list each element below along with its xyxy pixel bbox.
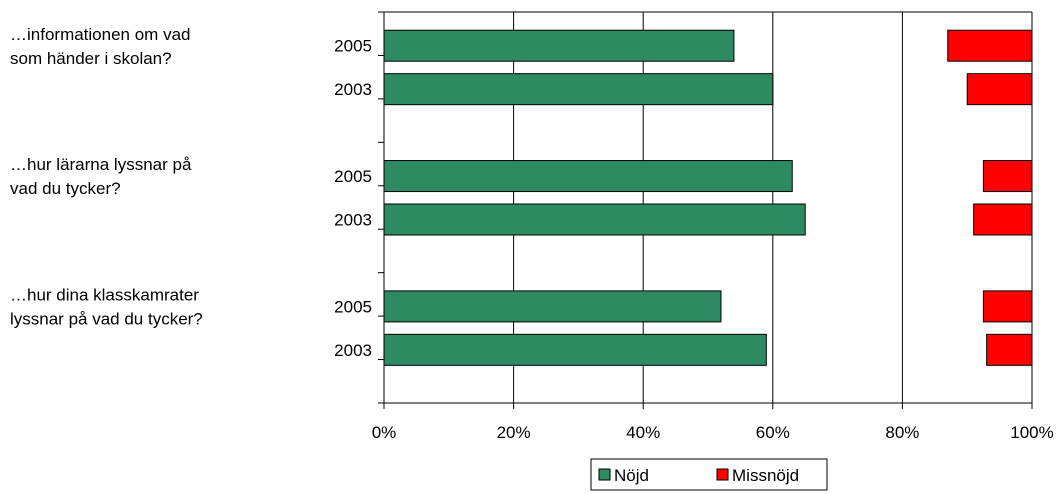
- bar-nojd: [383, 290, 722, 323]
- legend-label-nojd: Nöjd: [614, 466, 649, 485]
- year-label: 2003: [334, 211, 372, 230]
- year-label: 2005: [334, 297, 372, 316]
- category-label: …informationen om vad: [10, 25, 190, 44]
- bar-missnojd: [966, 73, 1033, 106]
- bar-missnojd: [982, 160, 1033, 193]
- category-label: lyssnar på vad du tycker?: [10, 310, 203, 329]
- legend-label-missnojd: Missnöjd: [732, 466, 799, 485]
- bar-missnojd: [947, 29, 1033, 62]
- x-tick-label: 20%: [497, 423, 531, 442]
- bar-nojd: [383, 333, 767, 366]
- category-label: …hur lärarna lyssnar på: [10, 155, 192, 174]
- bar-nojd: [383, 203, 806, 236]
- bar-missnojd: [986, 333, 1033, 366]
- year-label: 2005: [334, 167, 372, 186]
- bar-missnojd: [982, 290, 1033, 323]
- legend-swatch-nojd: [598, 468, 611, 481]
- legend-swatch-missnojd: [716, 468, 729, 481]
- legend-box: [590, 458, 828, 491]
- year-label: 2003: [334, 80, 372, 99]
- x-tick-label: 60%: [756, 423, 790, 442]
- x-tick-label: 80%: [885, 423, 919, 442]
- x-tick-label: 100%: [1010, 423, 1053, 442]
- bar-missnojd: [973, 203, 1033, 236]
- bar-nojd: [383, 160, 793, 193]
- category-label: som händer i skolan?: [10, 49, 172, 68]
- x-tick-label: 40%: [626, 423, 660, 442]
- x-tick-label: 0%: [372, 423, 397, 442]
- bar-nojd: [383, 29, 735, 62]
- category-label: …hur dina klasskamrater: [10, 286, 199, 305]
- year-label: 2003: [334, 341, 372, 360]
- bar-nojd: [383, 73, 774, 106]
- year-label: 2005: [334, 37, 372, 56]
- category-label: vad du tycker?: [10, 179, 121, 198]
